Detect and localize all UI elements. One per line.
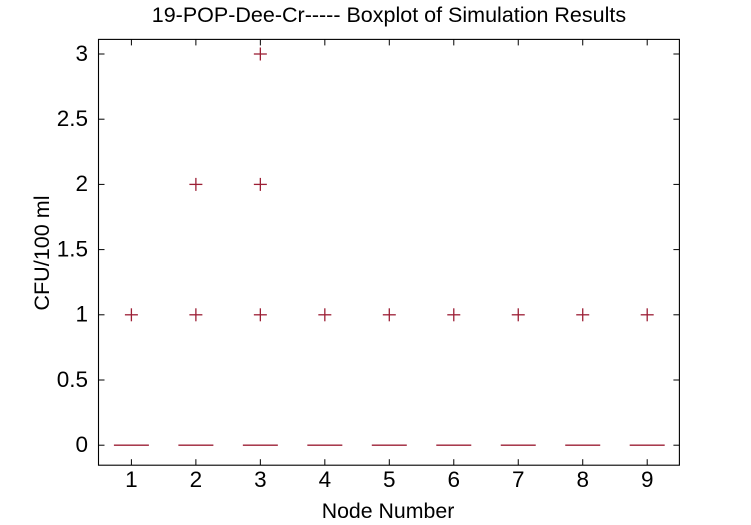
svg-text:1: 1	[75, 302, 88, 327]
svg-text:8: 8	[576, 467, 589, 492]
svg-text:2: 2	[190, 467, 203, 492]
svg-text:0: 0	[75, 432, 88, 457]
svg-text:4: 4	[319, 467, 332, 492]
svg-text:9: 9	[641, 467, 654, 492]
svg-text:2.5: 2.5	[57, 106, 88, 131]
svg-text:0.5: 0.5	[57, 367, 88, 392]
svg-text:3: 3	[75, 41, 88, 66]
svg-text:5: 5	[383, 467, 396, 492]
svg-text:1.5: 1.5	[57, 236, 88, 261]
svg-text:1: 1	[125, 467, 138, 492]
svg-text:2: 2	[75, 171, 88, 196]
svg-text:6: 6	[448, 467, 461, 492]
svg-text:3: 3	[254, 467, 267, 492]
svg-text:7: 7	[512, 467, 525, 492]
